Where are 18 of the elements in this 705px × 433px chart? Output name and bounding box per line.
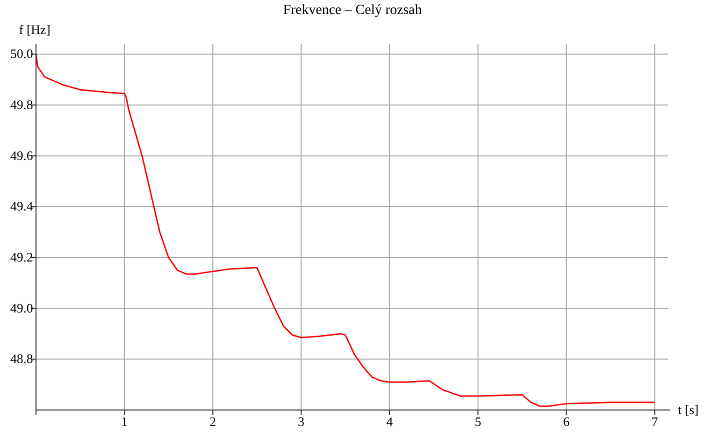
y-tick-label: 49.6	[10, 148, 34, 163]
x-axis-title: t [s]	[678, 402, 699, 417]
x-tick-label: 6	[563, 414, 570, 429]
x-tick-label: 7	[651, 414, 658, 429]
line-series	[35, 53, 656, 407]
y-tick-label: 50.0	[10, 46, 33, 62]
y-tick-label: 48.8	[10, 351, 33, 366]
y-tick-label: 49.0	[10, 300, 33, 316]
x-tick-label: 2	[210, 414, 216, 429]
chart-title: Frekvence – Celý rozsah	[283, 3, 422, 18]
x-tick-label: 3	[298, 414, 304, 429]
y-axis-title: f [Hz]	[19, 22, 50, 37]
x-tick-label: 5	[474, 414, 482, 429]
y-tick-label: 49.2	[10, 250, 33, 264]
x-tick-label: 1	[121, 414, 128, 429]
y-tick-label: 49.4	[10, 198, 34, 214]
x-tick-label: 4	[386, 414, 394, 429]
y-tick-label: 49.8	[10, 97, 33, 112]
